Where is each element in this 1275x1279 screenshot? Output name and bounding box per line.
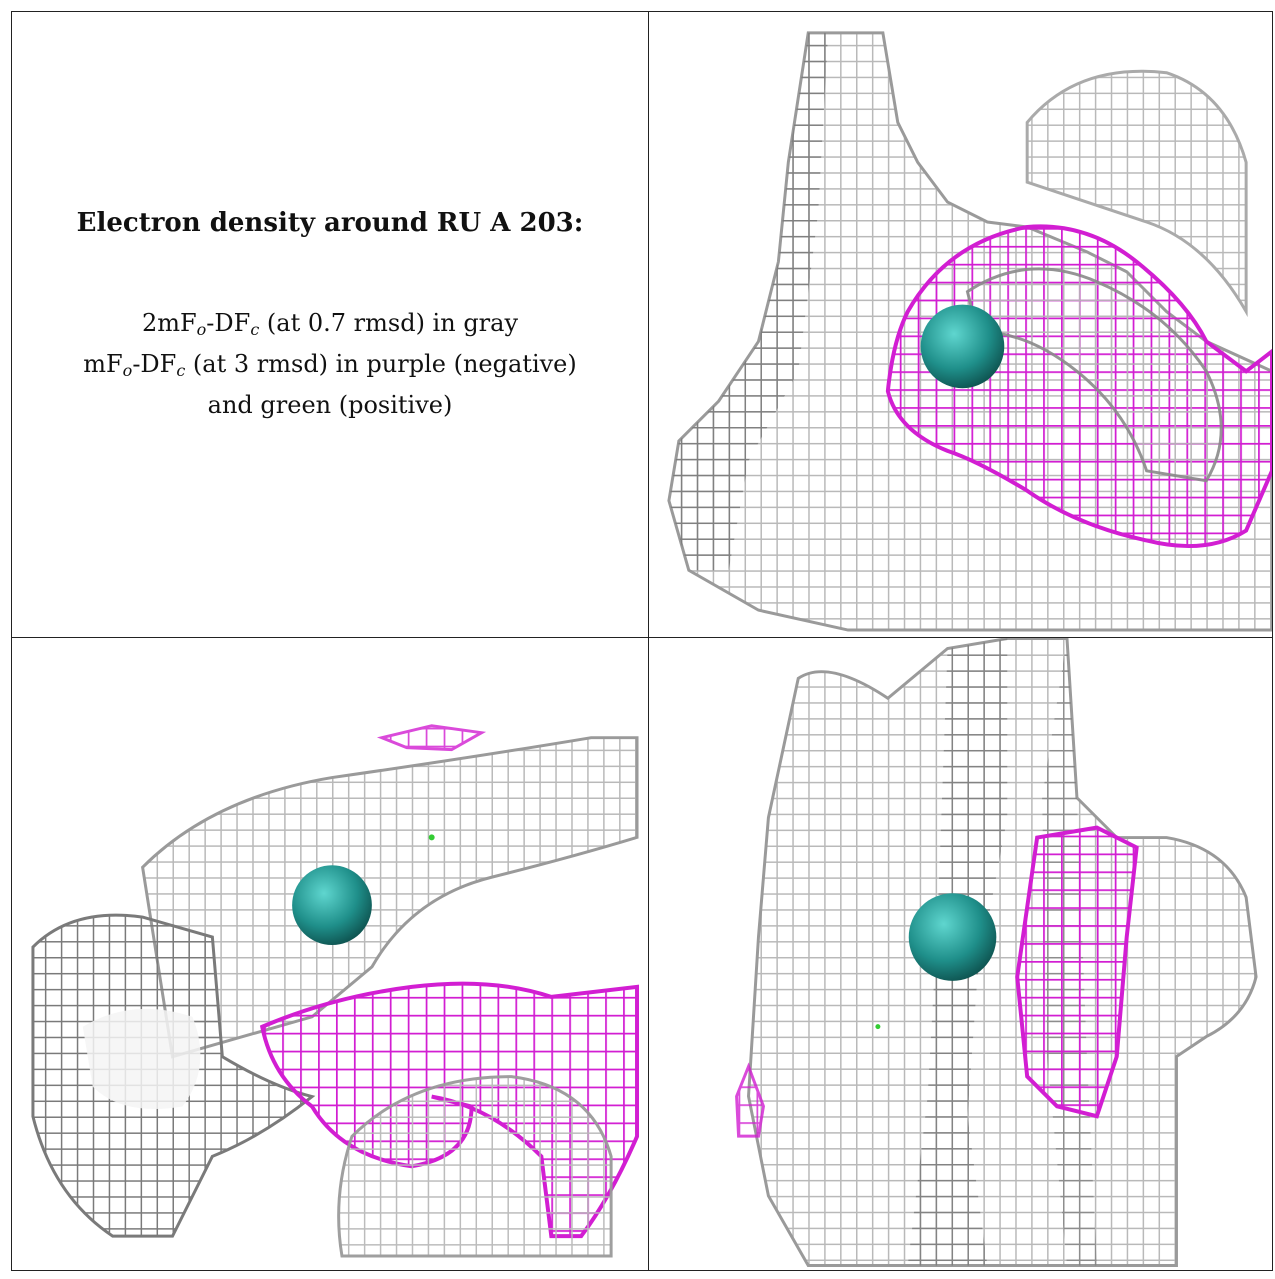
legend-line-positive: and green (positive) (207, 391, 453, 419)
ru-atom-sphere (908, 893, 997, 981)
gray-tube-overlay (965, 267, 1223, 483)
gray-mesh-lower-blob (337, 1075, 613, 1258)
gray-mesh-left-ring-inner (82, 1008, 201, 1110)
gray-mesh-main (747, 638, 1258, 1267)
panel-bottom-right (648, 637, 1273, 1271)
gray-mesh-band (140, 736, 639, 1059)
positive-density-speck (428, 834, 435, 841)
caption-cell: Electron density around RU A 203: 2mFo-D… (11, 11, 649, 638)
density-view-bottom-left (31, 724, 640, 1258)
figure-title: Electron density around RU A 203: (76, 208, 584, 238)
figure-grid: Electron density around RU A 203: 2mFo-D… (11, 11, 1273, 1271)
ru-atom-sphere (292, 865, 372, 946)
gray-mesh-dark-left (668, 32, 829, 571)
negative-density-column (1015, 825, 1139, 1119)
panel-top-right (648, 11, 1273, 638)
legend-line-2fofc: 2mFo-DFc (at 0.7 rmsd) in gray (141, 309, 519, 339)
density-view-top-right (667, 31, 1272, 632)
ru-atom-sphere (920, 304, 1005, 389)
legend-line-fofc: mFo-DFc (at 3 rmsd) in purple (negative) (83, 350, 577, 380)
positive-density-speck (875, 1024, 881, 1030)
legend: 2mFo-DFc (at 0.7 rmsd) in gray mFo-DFc (… (83, 306, 577, 422)
gray-mesh-lobe (1025, 69, 1248, 318)
panel-bottom-left (11, 637, 649, 1271)
density-view-bottom-right (735, 638, 1258, 1267)
negative-density-small-left (735, 1062, 765, 1138)
negative-density-small-top (376, 724, 487, 752)
